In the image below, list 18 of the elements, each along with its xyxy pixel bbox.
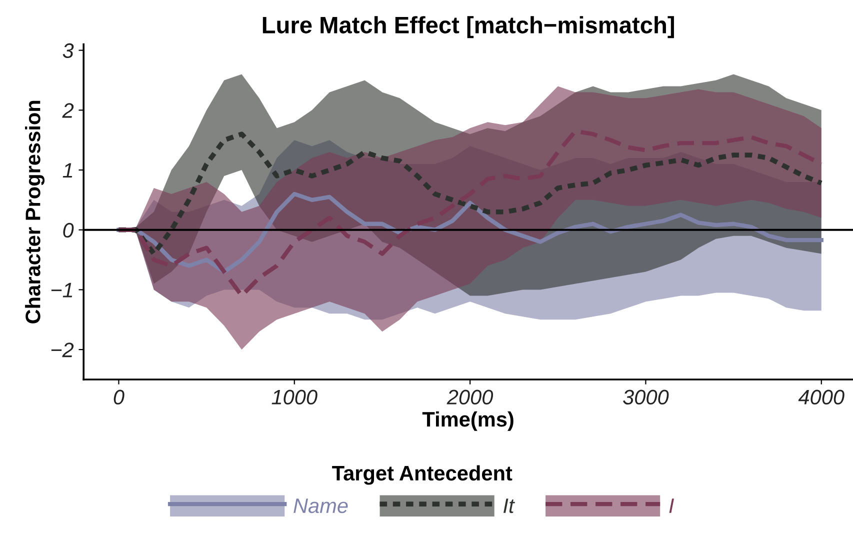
y-axis-title: Character Progression — [25, 100, 45, 324]
x-tick-label: 2000 — [446, 390, 494, 405]
y-tick-label: −1 — [51, 282, 72, 298]
chart-title: Lure Match Effect [match−mismatch] — [262, 16, 674, 38]
x-tick-label: 3000 — [623, 390, 669, 405]
x-tick-label: 0 — [114, 390, 124, 405]
text: Name — [294, 498, 348, 514]
y-tick-label: 1 — [62, 163, 72, 178]
text: I — [669, 498, 674, 513]
x-tick-label: 4000 — [798, 390, 844, 405]
x-tick-label: 1000 — [272, 390, 318, 405]
y-tick-label: 0 — [63, 222, 74, 238]
text: It — [504, 498, 515, 514]
y-tick-label: 2 — [62, 103, 74, 118]
legend-title: Target Antecedent — [332, 465, 512, 485]
y-tick-label: 3 — [62, 43, 74, 58]
y-tick-label: −2 — [51, 342, 74, 358]
x-axis-title: Time(ms) — [422, 411, 514, 431]
